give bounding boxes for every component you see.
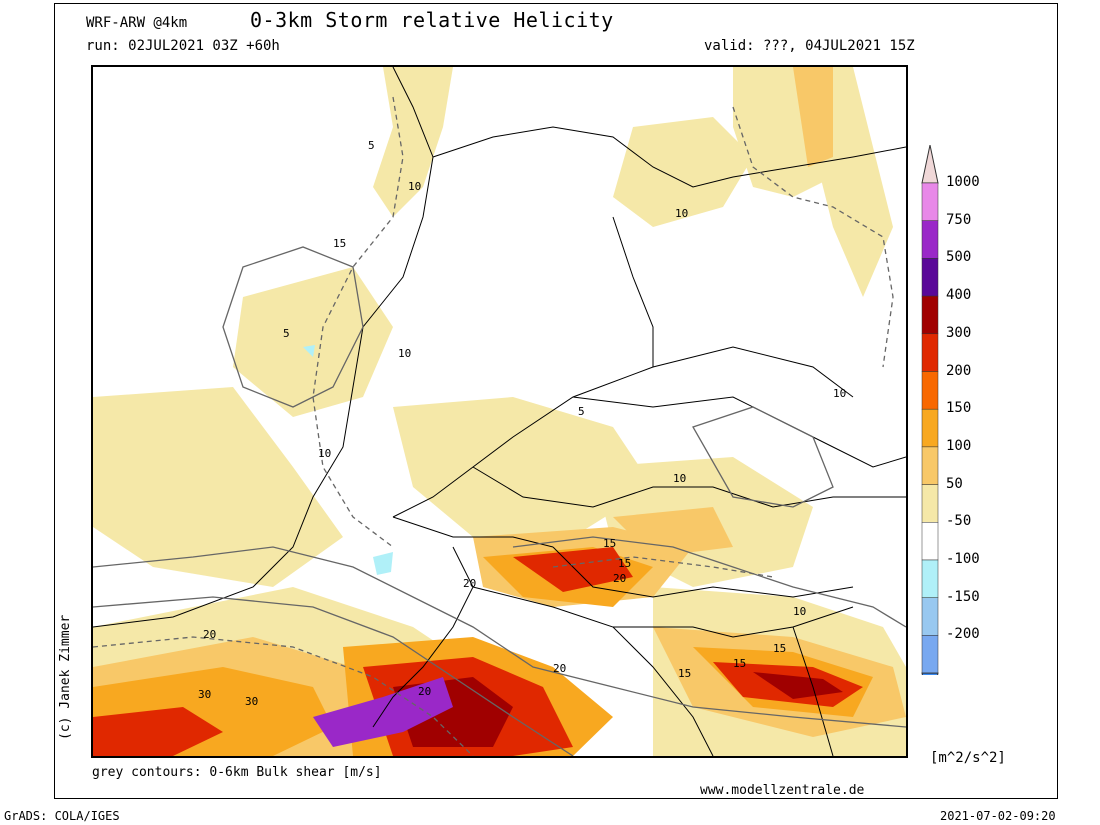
- contour-label: 15: [618, 557, 631, 570]
- bulk-shear-contours: [93, 246, 906, 756]
- colorbar-tick-label: 1000: [946, 174, 980, 190]
- colorbar-tick-label: 400: [946, 287, 972, 304]
- contour-label: 10: [408, 180, 421, 193]
- website-link[interactable]: www.modellzentrale.de: [700, 783, 865, 798]
- colorbar-tick-label: 100: [946, 437, 972, 454]
- contour-label: 10: [398, 347, 411, 360]
- colorbar-tick-label: 150: [946, 400, 972, 417]
- contour-label: 20: [203, 628, 216, 641]
- colorbar-segment: [921, 597, 939, 636]
- contour-label: 15: [603, 537, 616, 550]
- contour-label: 15: [333, 237, 346, 250]
- colorbar-tick-label: 50: [946, 475, 963, 492]
- colorbar-segment: [921, 446, 939, 485]
- colorbar-bottom-arrow: [921, 672, 939, 712]
- contour-label: 10: [318, 447, 331, 460]
- contour-label: 20: [613, 572, 626, 585]
- colorbar-top-arrow: [921, 144, 939, 184]
- run-label: run: 02JUL2021 03Z +60h: [86, 38, 280, 54]
- contour-value-labels: 5 10 15 5 10 10 5 15 10 15 20 20 20 15 2…: [198, 139, 846, 708]
- colorbar-tick-label: -150: [946, 588, 980, 605]
- grads-label: GrADS: COLA/IGES: [4, 809, 120, 823]
- contour-label: 30: [245, 695, 258, 708]
- colorbar-segment: [921, 333, 939, 372]
- contour-label: 5: [578, 405, 585, 418]
- colorbar-segment: [921, 484, 939, 523]
- figure-frame: [54, 3, 1058, 799]
- colorbar-segment: [921, 220, 939, 259]
- bulk-shear-dashed-contours: [93, 96, 894, 756]
- legend-text: grey contours: 0-6km Bulk shear [m/s]: [92, 765, 382, 780]
- map-canvas: 5 10 15 5 10 10 5 15 10 15 20 20 20 15 2…: [93, 67, 906, 756]
- borders: [93, 67, 906, 756]
- valid-label: valid: ???, 04JUL2021 15Z: [704, 38, 915, 54]
- colorbar-tick-label: -100: [946, 551, 980, 567]
- contour-label: 10: [833, 387, 846, 400]
- colorbar-segment: [921, 559, 939, 598]
- contour-label: 10: [793, 605, 806, 618]
- contour-label: 30: [198, 688, 211, 701]
- contour-label: 15: [678, 667, 691, 680]
- colorbar-tick-label: -50: [946, 513, 972, 530]
- helicity-map: 5 10 15 5 10 10 5 15 10 15 20 20 20 15 2…: [91, 65, 908, 758]
- contour-label: 15: [773, 642, 786, 655]
- colorbar-segment: [921, 182, 939, 221]
- colorbar-tick-label: 750: [946, 211, 972, 228]
- model-label: WRF-ARW @4km: [86, 15, 188, 31]
- colorbar-segment: [921, 295, 939, 335]
- colorbar-tick-label: 500: [946, 249, 972, 266]
- colorbar-segment: [921, 635, 939, 674]
- colorbar-segment: [921, 371, 939, 410]
- colorbar-segment: [921, 258, 939, 297]
- colorbar-segment: [921, 408, 939, 448]
- colorbar-tick-label: 300: [946, 324, 972, 341]
- contour-label: 15: [733, 657, 746, 670]
- contour-label: 5: [368, 139, 375, 152]
- colorbar-tick-label: 200: [946, 362, 972, 379]
- contour-label: 5: [283, 327, 290, 340]
- units-label: [m^2/s^2]: [930, 750, 1006, 766]
- negative-helicity-areas: [303, 345, 393, 575]
- map-title: 0-3km Storm relative Helicity: [250, 8, 614, 32]
- contour-label: 20: [553, 662, 566, 675]
- colorbar-segment: [921, 522, 939, 561]
- colorbar-tick-label: -200: [946, 626, 980, 643]
- timestamp-label: 2021-07-02-09:20: [940, 809, 1056, 823]
- contour-label: 10: [673, 472, 686, 485]
- contour-label: 20: [418, 685, 431, 698]
- contour-label: 10: [675, 207, 688, 220]
- credit-label: (c) Janek Zimmer: [58, 614, 73, 740]
- contour-label: 20: [463, 577, 476, 590]
